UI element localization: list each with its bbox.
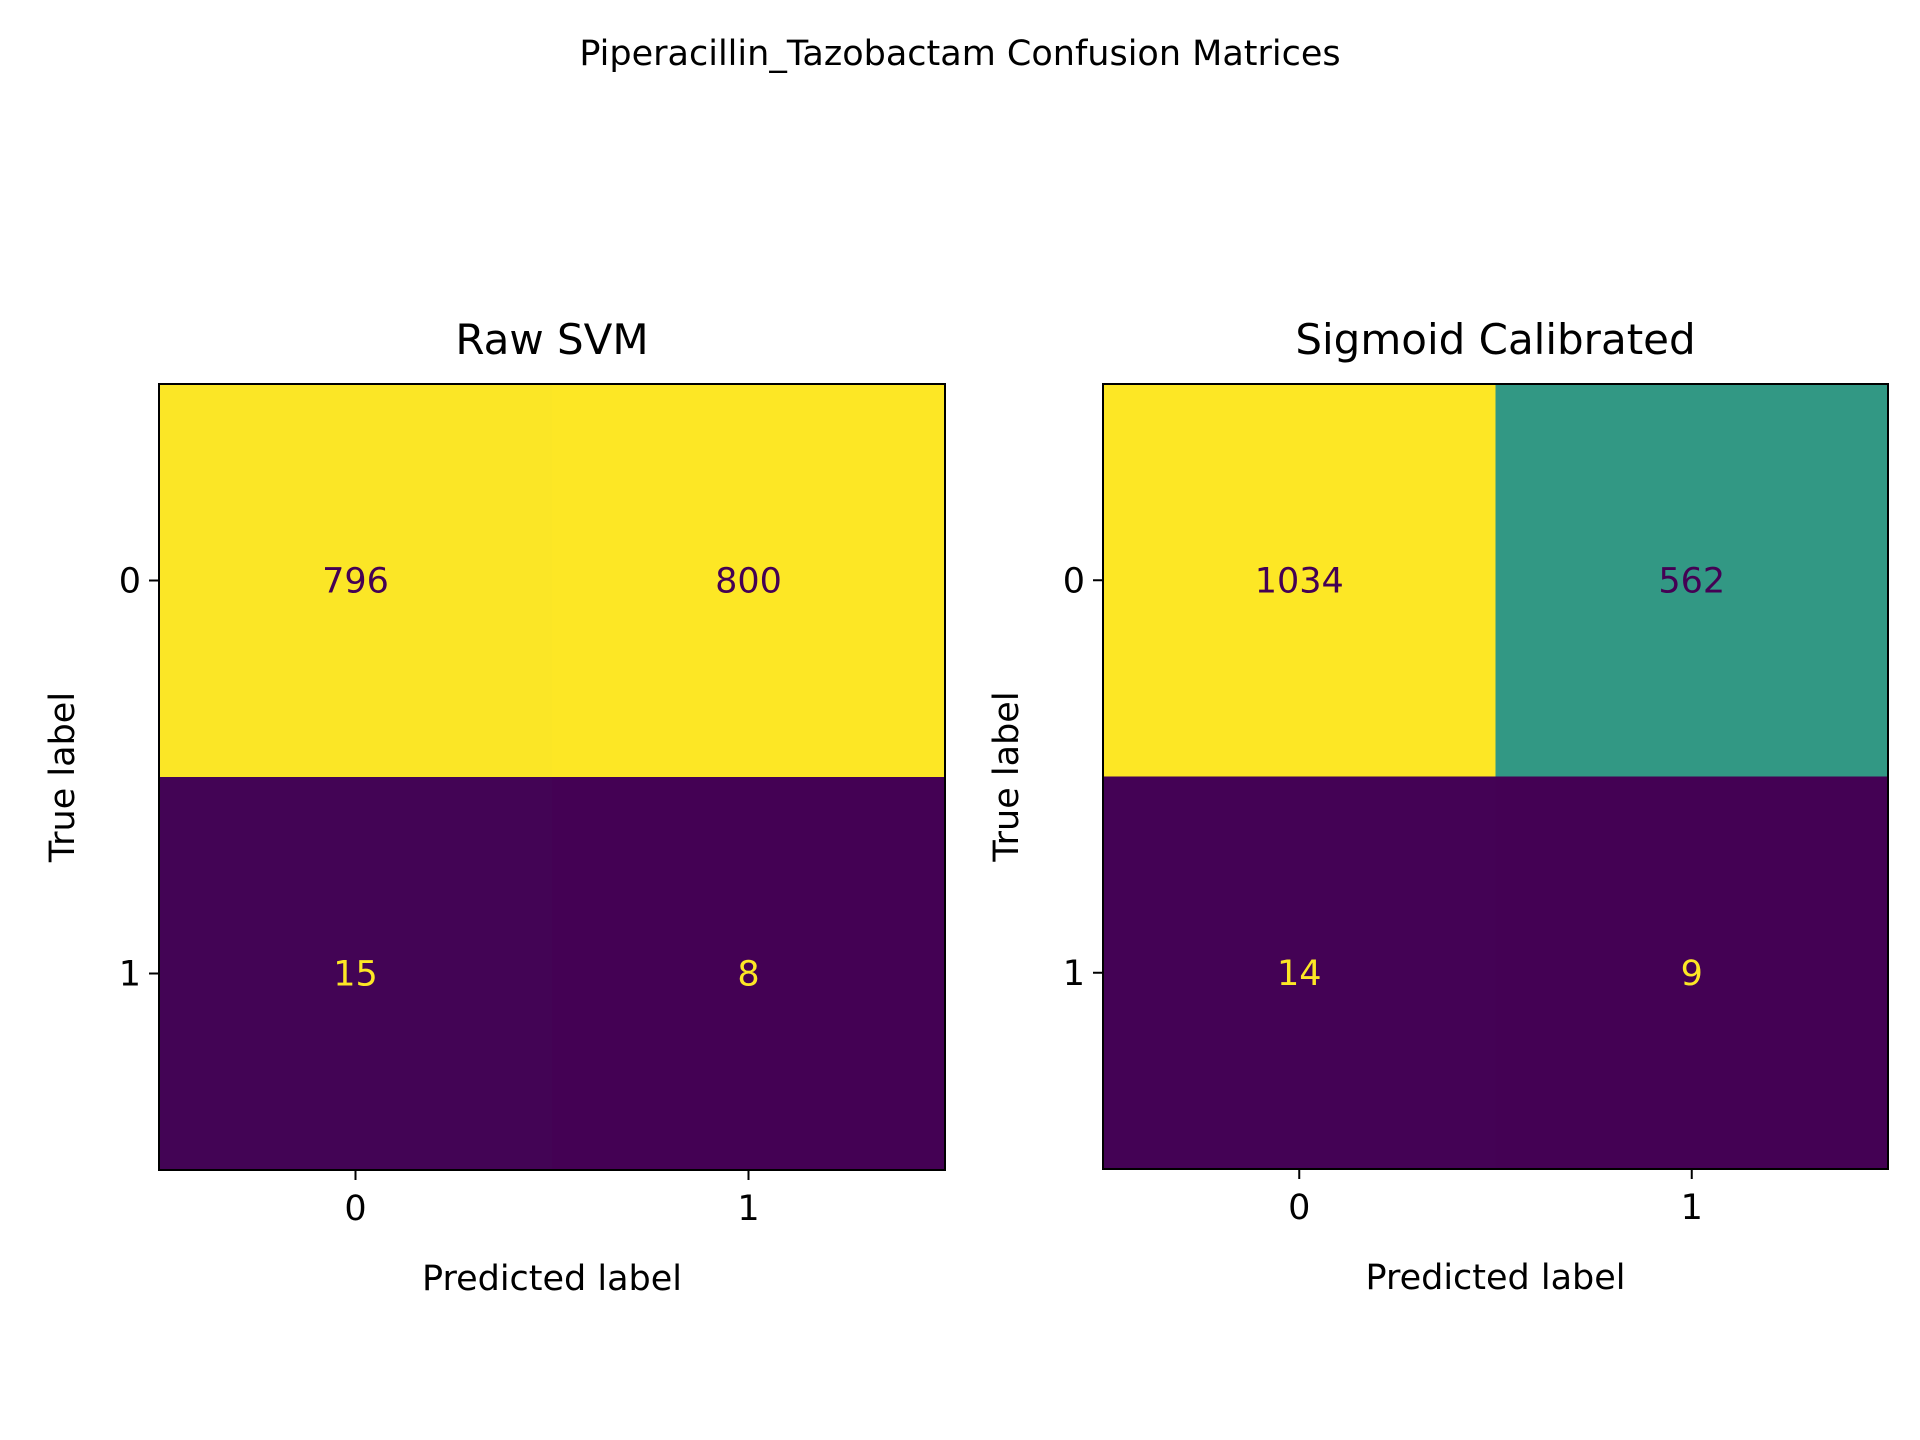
x-axis-label: Predicted label — [1365, 1258, 1625, 1298]
matrix-cell-1-0 — [159, 777, 553, 1171]
matrix-cell-1-0 — [1103, 776, 1496, 1170]
y-tick-label: 1 — [1063, 954, 1085, 994]
axes-frame — [1102, 383, 1889, 1170]
axes-frame — [158, 383, 946, 1171]
y-tick-label: 0 — [119, 562, 141, 602]
cell-value-0-1: 800 — [715, 562, 782, 602]
y-axis-label: True label — [987, 691, 1027, 862]
matrix-cell-0-1 — [552, 384, 946, 778]
cell-value-1-1: 9 — [1681, 954, 1703, 994]
panel-title: Sigmoid Calibrated — [1295, 315, 1695, 364]
figure-suptitle: Piperacillin_Tazobactam Confusion Matric… — [579, 34, 1340, 74]
cell-value-1-0: 14 — [1277, 954, 1322, 994]
x-tick-label: 1 — [737, 1189, 759, 1229]
x-tick-label: 1 — [1681, 1188, 1703, 1228]
cell-value-0-1: 562 — [1658, 561, 1725, 601]
x-axis-label: Predicted label — [422, 1259, 682, 1299]
cell-value-0-0: 796 — [322, 562, 389, 602]
matrix-cell-0-0 — [159, 384, 553, 778]
cell-value-1-0: 15 — [333, 955, 378, 995]
confusion-matrix-panels: 796 800 15 8 0 1 0 1 Raw SVM Predicted label True … — [43, 315, 1889, 1299]
y-axis-label: True label — [43, 692, 83, 863]
confusion-matrix-1: 796 800 15 8 0 1 0 1 Raw SVM Predicted label True … — [43, 315, 946, 1299]
panel-title: Raw SVM — [455, 315, 648, 364]
y-tick-label: 1 — [119, 955, 141, 995]
matrix-cell-1-1 — [1495, 776, 1889, 1170]
cell-value-0-0: 1034 — [1255, 561, 1344, 601]
y-tick-label: 0 — [1063, 561, 1085, 601]
matrix-cell-0-1 — [1495, 384, 1889, 777]
x-tick-label: 0 — [1288, 1188, 1310, 1228]
confusion-matrix-2: 1034 562 14 9 0 1 0 1 Sigmoid Calibrated Predicte… — [987, 315, 1889, 1298]
matrix-cell-0-0 — [1103, 384, 1496, 777]
cell-value-1-1: 8 — [737, 955, 759, 995]
matrix-cell-1-1 — [552, 777, 946, 1171]
x-tick-label: 0 — [344, 1189, 366, 1229]
